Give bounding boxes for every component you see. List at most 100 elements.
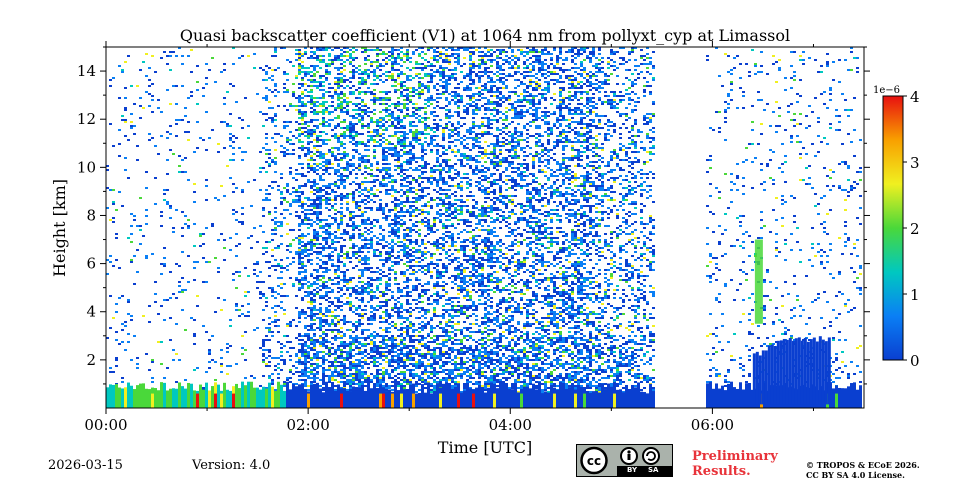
heatmap-cell (253, 377, 256, 379)
heatmap-cell (436, 303, 439, 305)
heatmap-cell (298, 87, 301, 89)
heatmap-cell (430, 243, 433, 245)
heatmap-cell (328, 123, 331, 125)
heatmap-cell (379, 133, 382, 135)
heatmap-cell (379, 227, 382, 229)
heatmap-cell (379, 65, 382, 67)
heatmap-cell (391, 135, 394, 137)
heatmap-cell (352, 93, 355, 95)
heatmap-cell (322, 101, 325, 103)
heatmap-cell (289, 321, 292, 323)
heatmap-cell (358, 247, 361, 249)
heatmap-cell (118, 297, 121, 299)
heatmap-cell (406, 379, 409, 381)
heatmap-cell (289, 173, 292, 175)
heatmap-cell (367, 217, 370, 219)
heatmap-cell (433, 99, 436, 101)
heatmap-cell (346, 193, 349, 195)
heatmap-cell (358, 195, 361, 197)
heatmap-cell (367, 207, 370, 209)
heatmap-cell (274, 207, 277, 209)
heatmap-cell (418, 251, 421, 253)
heatmap-cell (340, 289, 343, 291)
heatmap-cell (178, 359, 181, 361)
heatmap-cell (304, 271, 307, 273)
heatmap-cell (418, 335, 421, 337)
heatmap-cell (319, 199, 322, 201)
heatmap-cell (436, 347, 439, 349)
heatmap-cell (274, 211, 277, 213)
heatmap-cell (361, 213, 364, 215)
heatmap-cell (370, 341, 373, 343)
heatmap-cell (319, 259, 322, 261)
heatmap-cell (283, 147, 286, 149)
heatmap-cell (355, 307, 358, 309)
heatmap-cell (265, 71, 268, 73)
heatmap-cell (391, 181, 394, 183)
heatmap-cell (418, 175, 421, 177)
heatmap-cell (343, 253, 346, 255)
heatmap-cell (409, 231, 412, 233)
heatmap-cell (412, 137, 415, 139)
heatmap-cell (190, 91, 193, 93)
heatmap-cell (385, 71, 388, 73)
heatmap-cell (310, 191, 313, 193)
heatmap-cell (340, 183, 343, 185)
heatmap-cell (361, 115, 364, 117)
heatmap-cell (328, 291, 331, 293)
heatmap-cell (319, 203, 322, 205)
heatmap-cell (421, 295, 424, 297)
heatmap-cell (331, 377, 334, 379)
heatmap-cell (421, 255, 424, 257)
heatmap-cell (367, 247, 370, 249)
heatmap-cell (400, 119, 403, 121)
heatmap-cell (268, 287, 271, 289)
heatmap-cell (406, 113, 409, 115)
heatmap-cell (391, 369, 394, 371)
heatmap-cell (313, 213, 316, 215)
heatmap-cell (328, 209, 331, 211)
heatmap-cell (337, 323, 340, 325)
heatmap-cell (409, 57, 412, 59)
heatmap-cell (265, 327, 268, 329)
heatmap-cell (169, 69, 172, 71)
heatmap-cell (304, 105, 307, 107)
heatmap-cell (106, 337, 109, 339)
heatmap-cell (370, 173, 373, 175)
heatmap-cell (298, 217, 301, 219)
heatmap-cell (430, 357, 433, 359)
heatmap-cell (436, 361, 439, 363)
heatmap-cell (241, 353, 244, 355)
heatmap-cell (316, 141, 319, 143)
heatmap-cell (304, 217, 307, 219)
heatmap-cell (370, 169, 373, 171)
heatmap-cell (304, 175, 307, 177)
heatmap-cell (391, 241, 394, 243)
heatmap-cell (310, 239, 313, 241)
heatmap-cell (187, 227, 190, 229)
heatmap-cell (436, 285, 439, 287)
heatmap-cell (361, 285, 364, 287)
heatmap-cell (310, 241, 313, 243)
heatmap-cell (373, 315, 376, 317)
heatmap-cell (319, 179, 322, 181)
heatmap-cell (307, 389, 310, 391)
heatmap-cell (415, 117, 418, 119)
heatmap-cell (316, 187, 319, 189)
heatmap-cell (112, 201, 115, 203)
heatmap-cell (184, 107, 187, 109)
heatmap-cell (232, 63, 235, 65)
heatmap-cell (364, 51, 367, 53)
heatmap-cell (346, 125, 349, 127)
heatmap-cell (385, 155, 388, 157)
heatmap-cell (337, 77, 340, 79)
heatmap-cell (121, 205, 124, 207)
heatmap-cell (238, 275, 241, 277)
heatmap-cell (382, 359, 385, 361)
heatmap-cell (346, 233, 349, 235)
heatmap-cell (385, 387, 388, 389)
heatmap-cell (337, 99, 340, 101)
heatmap-cell (148, 67, 151, 69)
heatmap-cell (430, 317, 433, 319)
heatmap-cell (229, 319, 232, 321)
